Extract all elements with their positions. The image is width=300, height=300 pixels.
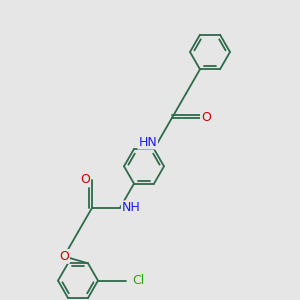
Text: HN: HN <box>138 136 157 148</box>
Text: Cl: Cl <box>132 274 144 287</box>
Text: O: O <box>59 250 69 263</box>
Text: O: O <box>201 111 211 124</box>
Text: O: O <box>80 173 90 186</box>
Text: NH: NH <box>122 201 141 214</box>
